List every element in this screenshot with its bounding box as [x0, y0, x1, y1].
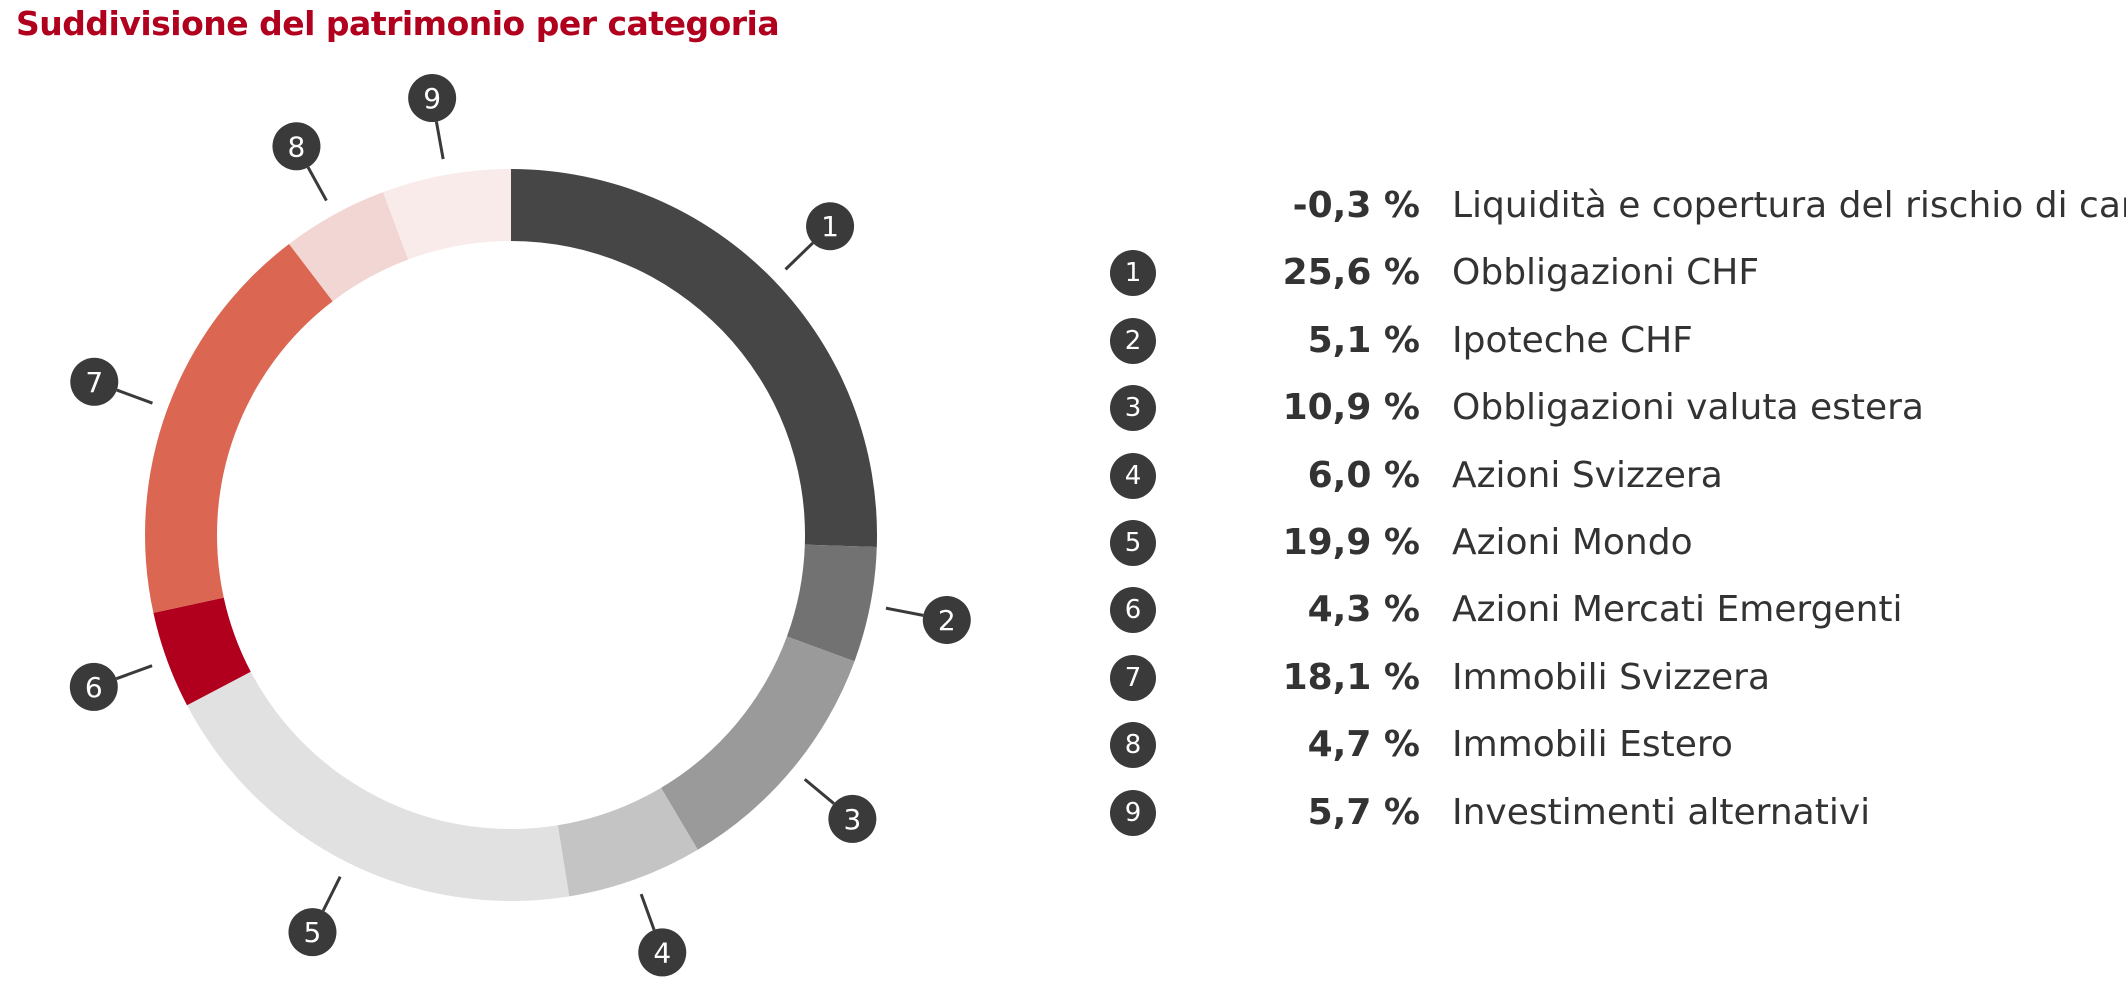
callout-number-9: 9	[423, 82, 441, 115]
callout-line-4	[639, 893, 656, 931]
donut-chart: 1 2 3 4 5 6 7 8 9	[69, 74, 971, 977]
legend-value: 4,7 %	[1307, 724, 1420, 766]
donut-slice-8	[289, 192, 409, 302]
donut-slice-7	[145, 243, 333, 613]
callout-line-7	[116, 388, 153, 405]
legend-value: 6,0 %	[1307, 454, 1420, 496]
legend-label: Immobili Svizzera	[1452, 656, 1771, 698]
donut-slice-3	[661, 636, 855, 850]
callout-number-5: 5	[304, 916, 322, 949]
legend-label: Azioni Svizzera	[1452, 454, 1723, 496]
callout-number-7: 7	[85, 366, 103, 399]
callout-badge-6	[69, 662, 118, 711]
legend-value: 25,6 %	[1282, 252, 1420, 294]
chart-legend: -0,3 % Liquidità e copertura del rischio …	[1110, 172, 2126, 846]
legend-item: 1 25,6 % Obbligazioni CHF	[1110, 239, 2120, 306]
callout-line-6	[115, 664, 153, 681]
callout-badge-5	[288, 908, 337, 957]
legend-badge-6: 6	[1110, 587, 1156, 634]
callout-number-2: 2	[938, 604, 956, 637]
chart-title: Suddivisione del patrimonio per categori…	[16, 4, 780, 43]
legend-badge-5: 5	[1110, 519, 1156, 566]
legend-badge-7: 7	[1110, 654, 1156, 701]
donut-slice-5	[187, 671, 570, 901]
legend-value: 18,1 %	[1282, 656, 1420, 698]
callout-number-3: 3	[843, 803, 861, 836]
legend-item: 6 4,3 % Azioni Mercati Emergenti	[1110, 576, 2120, 643]
callout-number-6: 6	[85, 671, 103, 704]
callout-badge-8	[272, 122, 321, 171]
callout-line-5	[321, 876, 342, 912]
legend-item: -0,3 % Liquidità e copertura del rischio …	[1110, 172, 2126, 239]
legend-item: 4 6,0 % Azioni Svizzera	[1110, 442, 2120, 509]
callout-line-8	[306, 166, 328, 202]
legend-badge-8: 8	[1110, 722, 1156, 769]
callout-badge-7	[70, 357, 119, 406]
callout-badge-2	[922, 595, 971, 644]
callout-badge-3	[828, 794, 877, 843]
donut-slice-4	[557, 787, 698, 897]
callout-line-9	[434, 121, 445, 160]
legend-item: 5 19,9 % Azioni Mondo	[1110, 509, 2120, 576]
legend-value: -0,3 %	[1292, 185, 1420, 226]
callout-number-4: 4	[653, 936, 671, 969]
callout-line-1	[784, 241, 814, 271]
legend-badge-1: 1	[1110, 250, 1156, 297]
legend-label: Ipoteche CHF	[1452, 319, 1693, 361]
callout-number-8: 8	[288, 130, 306, 163]
legend-label: Investimenti alternativi	[1452, 791, 1871, 833]
callout-number-1: 1	[821, 210, 839, 243]
donut-slice-1	[511, 169, 877, 548]
legend-value: 4,3 %	[1307, 589, 1420, 631]
legend-value: 19,9 %	[1282, 521, 1420, 563]
legend-item: 8 4,7 % Immobili Estero	[1110, 711, 2120, 778]
donut-slice-2	[786, 544, 877, 662]
callout-badge-4	[638, 928, 687, 977]
legend-label: Liquidità e copertura del rischio di cam…	[1452, 185, 2126, 226]
donut-slice-6	[153, 597, 251, 706]
donut-slice-9	[383, 169, 511, 260]
legend-label: Immobili Estero	[1452, 724, 1733, 766]
legend-value: 10,9 %	[1282, 387, 1420, 429]
legend-value: 5,1 %	[1307, 319, 1420, 361]
legend-item: 9 5,7 % Investimenti alternativi	[1110, 779, 2120, 846]
legend-value: 5,7 %	[1307, 791, 1420, 833]
legend-label: Azioni Mondo	[1452, 521, 1693, 563]
legend-badge-2: 2	[1110, 317, 1156, 364]
legend-label: Obbligazioni CHF	[1452, 252, 1760, 294]
legend-item: 7 18,1 % Immobili Svizzera	[1110, 644, 2120, 711]
legend-label: Obbligazioni valuta estera	[1452, 387, 1924, 429]
legend-item: 3 10,9 % Obbligazioni valuta estera	[1110, 374, 2120, 441]
callout-line-2	[885, 606, 924, 617]
callout-badge-1	[806, 202, 855, 251]
legend-item: 2 5,1 % Ipoteche CHF	[1110, 307, 2120, 374]
legend-badge-3: 3	[1110, 385, 1156, 432]
callout-line-3	[803, 778, 835, 805]
legend-badge-4: 4	[1110, 452, 1156, 499]
callout-badge-9	[408, 74, 457, 123]
legend-label: Azioni Mercati Emergenti	[1452, 589, 1903, 631]
legend-badge-9: 9	[1110, 789, 1156, 836]
